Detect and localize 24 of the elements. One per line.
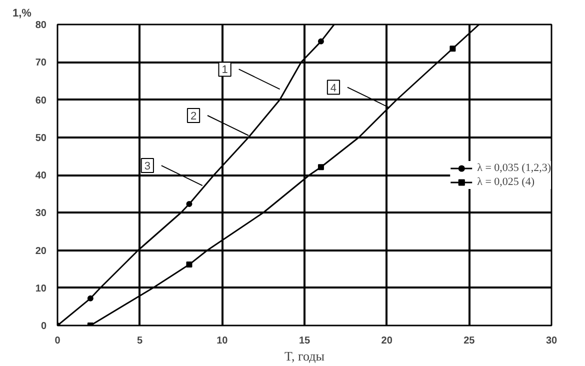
annotation: 4 [330, 82, 337, 94]
y-tick-label: 10 [35, 283, 47, 294]
legend-label: λ = 0,035 (1,2,3) [477, 160, 551, 174]
annotation: 3 [144, 160, 150, 173]
y-tick-label: 60 [35, 95, 47, 106]
y-tick-label: 70 [35, 58, 47, 69]
x-tick-label: 30 [546, 336, 558, 346]
x-tick-label: 0 [54, 336, 61, 346]
annotation: 1 [222, 64, 228, 76]
y-tick-label: 30 [35, 208, 47, 220]
y-tick-label: 80 [35, 20, 47, 31]
x-axis-title: T, годы [284, 348, 325, 364]
x-tick-label: 10 [216, 336, 228, 346]
legend-label: λ = 0,025 (4) [477, 174, 534, 188]
y-tick-label: 20 [35, 246, 47, 257]
y-axis-title: 1,% [12, 8, 32, 20]
y-tick-label: 40 [35, 170, 47, 182]
x-tick-label: 25 [464, 336, 476, 346]
x-tick-label: 5 [137, 336, 144, 346]
x-tick-label: 20 [381, 336, 393, 346]
y-tick-label: 50 [35, 132, 47, 144]
annotation: 2 [190, 110, 197, 122]
x-tick-label: 15 [298, 336, 310, 346]
y-tick-label: 0 [40, 321, 47, 332]
